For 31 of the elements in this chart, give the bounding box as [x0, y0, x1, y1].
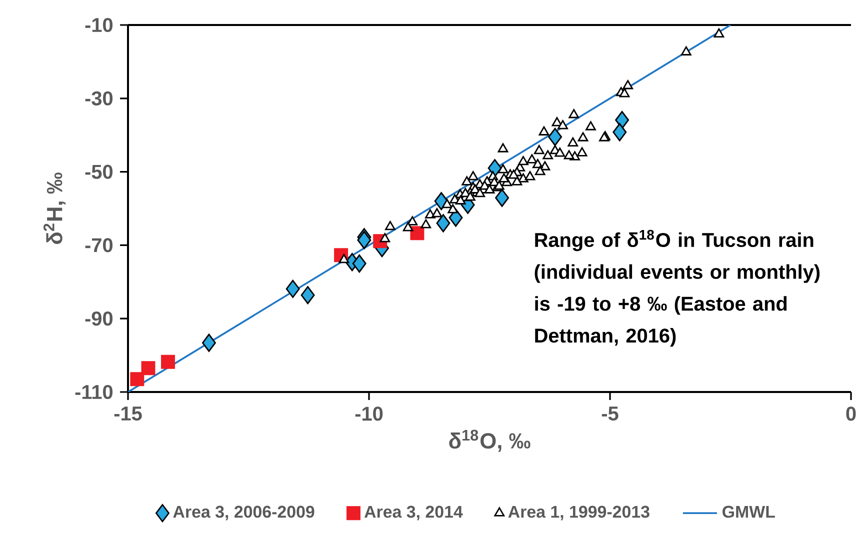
point	[548, 128, 562, 146]
point	[436, 214, 450, 232]
x-tick-label: -5	[602, 406, 618, 421]
point	[161, 354, 175, 369]
point	[357, 230, 372, 250]
point	[352, 254, 366, 273]
point	[612, 123, 627, 142]
point	[202, 334, 216, 352]
y-tick-label: -70	[85, 238, 113, 252]
x-tick-label: 0	[846, 406, 856, 421]
legend-label: Area 3, 2014	[364, 506, 463, 520]
legend-label: Area 1, 1999-2013	[508, 506, 650, 520]
x-tick-label: -10	[355, 406, 383, 421]
point	[130, 372, 144, 386]
x-tick-label: -15	[114, 406, 142, 421]
point	[300, 286, 315, 304]
point	[141, 361, 156, 376]
y-axis-title: δ$^{2}$H, ‰	[43, 172, 66, 244]
y-tick-label: -50	[85, 164, 113, 179]
point	[410, 226, 424, 240]
y-tick-label: -110	[75, 384, 113, 400]
x-axis-title: δ$^{18}$O, ‰	[449, 430, 530, 452]
point	[495, 188, 510, 207]
point	[286, 280, 300, 298]
legend-label: GMWL	[722, 506, 775, 518]
legend-label: Area 3, 2006-2009	[173, 506, 314, 520]
point	[615, 110, 630, 130]
annotation: Range of δ$^{18}$O in Tucson rain (individual events or monthly) is -19 to +8 ‰ (Eastoe and Dettman, 2016)	[534, 230, 820, 347]
y-tick-label: -30	[85, 91, 113, 106]
y-tick-label: -10	[85, 18, 113, 32]
y-tick-label: -90	[85, 312, 113, 326]
